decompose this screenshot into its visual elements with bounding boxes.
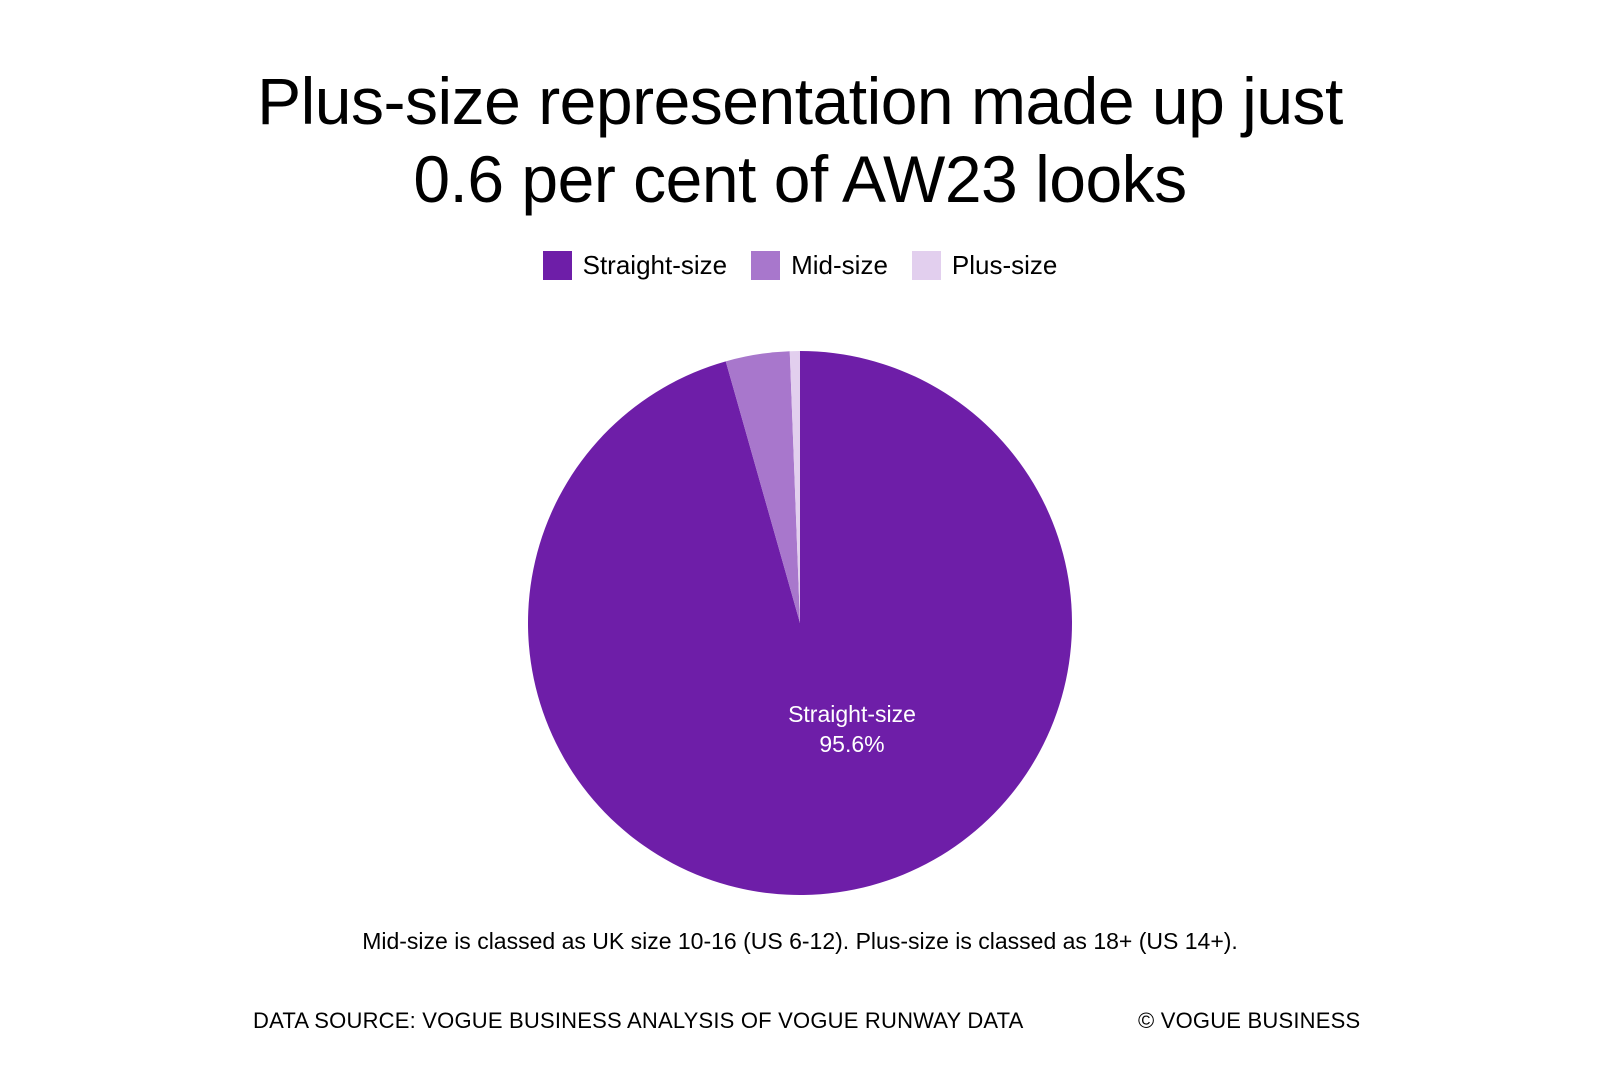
legend-swatch-plus-size xyxy=(911,251,941,280)
legend-swatch-straight-size xyxy=(542,251,572,280)
legend-label-mid-size: Mid-size xyxy=(791,250,888,280)
slice-value-straight-size: 95.6% xyxy=(819,731,884,757)
legend-label-plus-size: Plus-size xyxy=(951,250,1058,280)
chart-title-line-2: 0.6 per cent of AW23 looks xyxy=(413,142,1187,216)
chart-title-line-1: Plus-size representation made up just xyxy=(257,64,1343,138)
pie-slice-plus-size xyxy=(789,351,800,623)
legend-item-plus-size: Plus-size xyxy=(911,250,1058,281)
chart-legend: Straight-size Mid-size Plus-size xyxy=(0,250,1600,281)
footnote: Mid-size is classed as UK size 10-16 (US… xyxy=(362,928,1238,954)
copyright: © VOGUE BUSINESS xyxy=(1138,1008,1361,1033)
pie-slice-mid-size xyxy=(725,351,800,623)
legend-item-mid-size: Mid-size xyxy=(751,250,888,281)
data-source: DATA SOURCE: VOGUE BUSINESS ANALYSIS OF … xyxy=(253,1008,1024,1033)
legend-swatch-mid-size xyxy=(751,251,781,280)
legend-item-straight-size: Straight-size xyxy=(542,250,728,281)
slice-label-straight-size: Straight-size xyxy=(788,701,916,727)
chart-title: Plus-size representation made up just 0.… xyxy=(0,62,1600,218)
legend-label-straight-size: Straight-size xyxy=(582,250,728,280)
